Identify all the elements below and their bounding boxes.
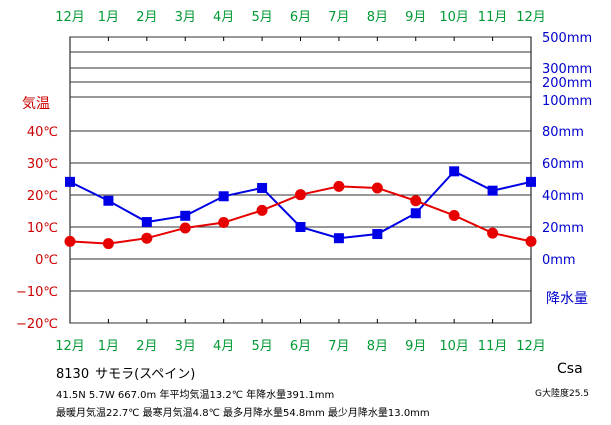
temperature-point	[102, 238, 114, 250]
precipitation-point	[65, 176, 75, 187]
precipitation-tick-label: 100mm	[542, 94, 592, 109]
month-label-bottom: 6月	[290, 339, 311, 354]
temperature-tick-label: −10℃	[16, 285, 58, 300]
month-label-bottom: 3月	[175, 339, 196, 354]
station-stats-line1: 41.5N 5.7W 667.0m 年平均気温13.2℃ 年降水量391.1mm	[56, 390, 335, 401]
month-label-top: 5月	[251, 10, 272, 25]
precipitation-point	[410, 208, 421, 219]
precipitation-point	[526, 176, 536, 187]
temperature-axis-label: 気温	[22, 96, 50, 112]
temperature-point	[333, 180, 345, 192]
temperature-point	[64, 235, 76, 247]
precipitation-axis-label: 降水量	[546, 291, 588, 307]
precipitation-point	[218, 191, 229, 202]
precipitation-point	[180, 210, 191, 221]
temperature-tick-label: 20℃	[27, 189, 58, 204]
precipitation-point	[257, 182, 268, 193]
temperature-point	[487, 227, 499, 239]
temperature-tick-label: 30℃	[27, 157, 58, 172]
temperature-tick-label: −20℃	[16, 317, 58, 332]
precipitation-point	[333, 233, 344, 244]
precipitation-tick-label: 300mm	[542, 62, 592, 77]
month-label-top: 12月	[516, 10, 546, 25]
continentality-index: G大陸度25.5	[535, 389, 590, 399]
precipitation-tick-label: 80mm	[542, 125, 584, 140]
precipitation-tick-label: 0mm	[542, 253, 576, 268]
month-label-top: 2月	[136, 10, 157, 25]
temperature-point	[410, 195, 422, 207]
month-label-top: 9月	[405, 10, 426, 25]
temperature-tick-label: 0℃	[35, 253, 58, 268]
month-label-top: 8月	[367, 10, 388, 25]
month-label-bottom: 2月	[136, 339, 157, 354]
precipitation-tick-label: 500mm	[542, 31, 592, 46]
precipitation-point	[103, 195, 114, 206]
temperature-point	[448, 209, 460, 221]
month-label-top: 3月	[175, 10, 196, 25]
plot-frame	[69, 36, 532, 324]
temperature-point	[179, 222, 191, 234]
temperature-tick-label: 40℃	[27, 125, 58, 140]
precipitation-tick-label: 40mm	[542, 189, 584, 204]
temperature-point	[218, 217, 230, 229]
temperature-point	[256, 204, 268, 216]
month-label-top: 11月	[478, 10, 508, 25]
month-label-bottom: 5月	[251, 339, 272, 354]
precipitation-point	[141, 217, 152, 228]
precipitation-tick-label: 20mm	[542, 221, 584, 236]
month-label-bottom: 9月	[405, 339, 426, 354]
month-label-bottom: 11月	[478, 339, 508, 354]
month-label-bottom: 12月	[55, 339, 85, 354]
precipitation-point	[295, 222, 306, 232]
month-label-top: 6月	[290, 10, 311, 25]
month-label-top: 12月	[55, 10, 85, 25]
month-label-bottom: 10月	[439, 339, 469, 354]
temperature-point	[525, 235, 537, 247]
month-label-top: 10月	[439, 10, 469, 25]
station-stats-line2: 最暖月気温22.7℃ 最寒月気温4.8℃ 最多月降水量54.8mm 最少月降水量…	[56, 408, 430, 419]
precipitation-tick-label: 200mm	[542, 76, 592, 91]
precipitation-point	[372, 229, 383, 240]
month-label-top: 1月	[98, 10, 119, 25]
month-label-bottom: 1月	[98, 339, 119, 354]
precipitation-point	[449, 166, 460, 177]
month-label-bottom: 7月	[328, 339, 349, 354]
precipitation-tick-label: 60mm	[542, 157, 584, 172]
month-label-bottom: 12月	[516, 339, 546, 354]
temperature-point	[371, 182, 383, 194]
station-code: 8130	[56, 367, 90, 382]
month-label-top: 4月	[213, 10, 234, 25]
month-label-bottom: 8月	[367, 339, 388, 354]
month-label-top: 7月	[328, 10, 349, 25]
climate-class: Csa	[557, 361, 583, 377]
temperature-tick-label: 10℃	[27, 221, 58, 236]
temperature-point	[295, 189, 306, 201]
temperature-point	[141, 232, 153, 244]
month-label-bottom: 4月	[213, 339, 234, 354]
precipitation-point	[487, 185, 498, 196]
station-name: サモラ(スペイン)	[95, 367, 196, 382]
station-line: 8130 サモラ(スペイン)	[56, 363, 195, 382]
